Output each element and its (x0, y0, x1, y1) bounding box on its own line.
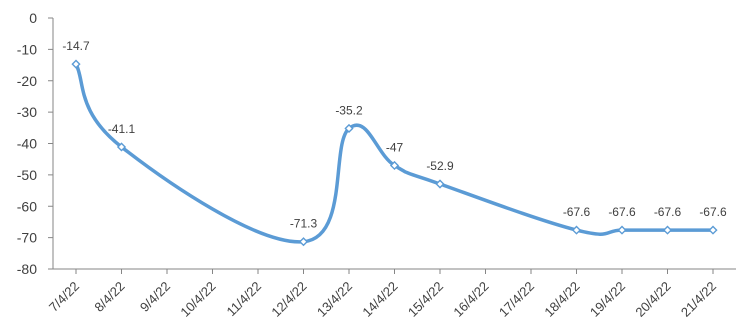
x-tick-label: 13/4/22 (314, 279, 355, 320)
y-tick-label: -10 (17, 41, 37, 57)
data-point-marker (71, 59, 81, 69)
data-labels: -14.7 -41.1 -71.3 -35.2 -47 -52.9 -67.6 -67.6 -6… (62, 39, 727, 231)
data-label: -67.6 (563, 205, 591, 219)
x-tick-label: 18/4/22 (541, 279, 582, 320)
data-label: -41.1 (108, 122, 136, 136)
x-tick-label: 16/4/22 (450, 279, 491, 320)
y-tick-label: -80 (17, 261, 37, 277)
x-tick-label: 7/4/22 (46, 279, 82, 315)
data-label: -52.9 (426, 159, 454, 173)
data-label: -35.2 (335, 103, 363, 117)
x-tick-label: 21/4/22 (678, 279, 719, 320)
data-label: -14.7 (62, 39, 90, 53)
axis-ticks: 0 -10 -20 -30 -40 -50 -60 -70 -80 7/4/22 8/4/22 9/4… (17, 10, 719, 320)
data-label: -67.6 (608, 205, 636, 219)
data-point-marker (344, 123, 354, 134)
x-tick-label: 20/4/22 (632, 279, 673, 320)
data-point-marker (298, 237, 309, 247)
data-point-marker (389, 160, 400, 171)
data-point-marker (571, 225, 582, 235)
x-tick-label: 10/4/22 (177, 279, 218, 320)
x-tick-label: 11/4/22 (224, 279, 265, 320)
y-tick-label: -40 (17, 136, 37, 152)
data-label: -71.3 (290, 217, 318, 231)
series-markers (71, 59, 718, 247)
data-label: -67.6 (699, 205, 727, 219)
y-tick-label: -60 (17, 198, 37, 214)
y-tick-label: -30 (17, 104, 37, 120)
x-tick-label: 14/4/22 (359, 279, 400, 320)
data-label: -67.6 (654, 205, 682, 219)
data-point-marker (662, 225, 673, 235)
data-point-marker (116, 142, 127, 152)
y-tick-label: -70 (17, 230, 37, 246)
data-label: -47 (386, 140, 404, 154)
x-tick-label: 15/4/22 (405, 279, 446, 320)
y-tick-label: -20 (17, 73, 37, 89)
y-tick-label: 0 (29, 10, 37, 26)
x-tick-label: 12/4/22 (268, 279, 309, 320)
data-point-marker (435, 179, 445, 189)
data-point-marker (708, 225, 718, 235)
x-tick-label: 8/4/22 (91, 279, 127, 315)
x-tick-label: 19/4/22 (587, 279, 628, 320)
x-tick-label: 17/4/22 (496, 279, 537, 320)
x-tick-label: 9/4/22 (137, 279, 173, 315)
data-point-marker (617, 225, 627, 235)
y-tick-label: -50 (17, 167, 37, 183)
